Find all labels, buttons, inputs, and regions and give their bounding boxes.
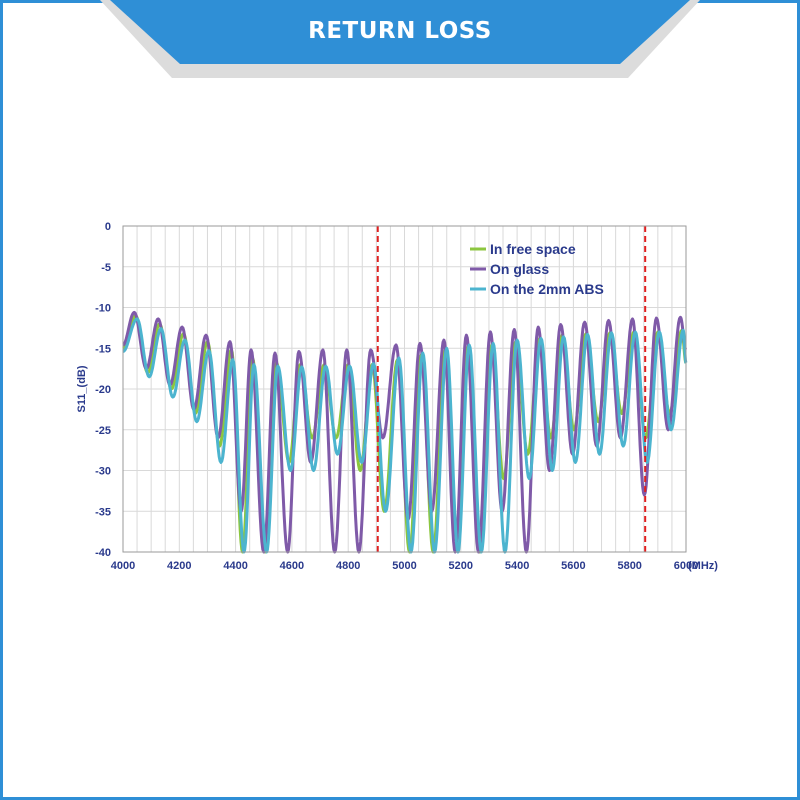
x-tick-label: 5000 [392, 560, 416, 572]
x-axis-label: (MHz) [688, 560, 718, 572]
x-tick-label: 4200 [167, 560, 191, 572]
page-title: RETURN LOSS [308, 18, 492, 44]
x-tick-label: 4600 [280, 560, 304, 572]
y-tick-label: -20 [95, 384, 111, 396]
x-tick-label: 6000 [674, 560, 698, 572]
legend: In free space On glass On the 2mm ABS [470, 241, 604, 297]
legend-label: On the 2mm ABS [490, 281, 604, 297]
y-tick-label: -10 [95, 303, 111, 315]
x-tick-label: 5600 [561, 560, 585, 572]
y-tick-label: 0 [105, 221, 111, 233]
x-tick-label: 4400 [223, 560, 247, 572]
x-tick-label: 4000 [111, 560, 135, 572]
y-tick-label: -30 [95, 466, 111, 478]
x-tick-label: 5800 [617, 560, 641, 572]
x-tick-label: 5200 [449, 560, 473, 572]
grid [122, 225, 687, 553]
banner [110, 0, 690, 64]
y-tick-label: -15 [95, 343, 111, 355]
plot-border [122, 225, 687, 553]
y-tick-label: -40 [95, 547, 111, 559]
band-markers [376, 226, 647, 552]
y-tick-label: -35 [95, 506, 111, 518]
y-tick-label: -5 [101, 262, 111, 274]
legend-label: In free space [490, 241, 576, 257]
x-tick-label: 4800 [336, 560, 360, 572]
x-tick-label: 5400 [505, 560, 529, 572]
y-axis-label: S11_(dB) [76, 365, 88, 412]
legend-label: On glass [490, 261, 549, 277]
y-tick-label: -25 [95, 425, 111, 437]
